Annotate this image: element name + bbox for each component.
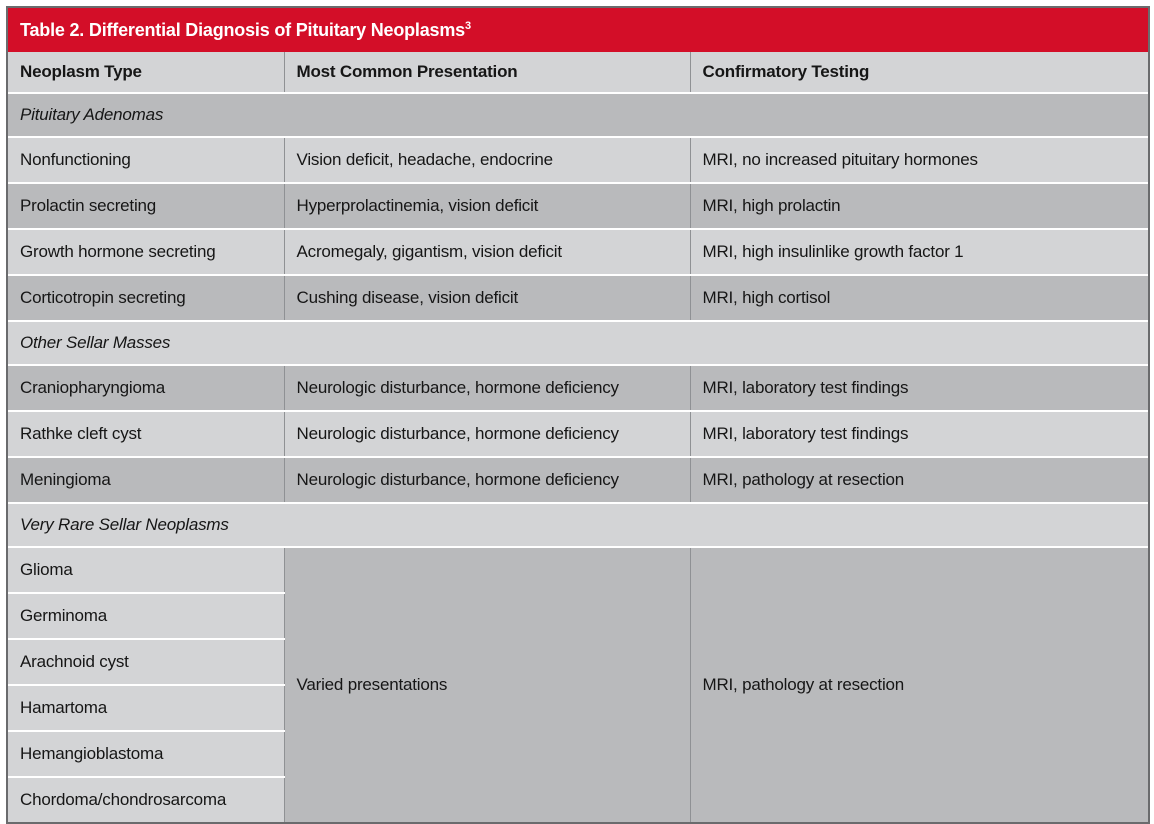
cell-neoplasm: Corticotropin secreting (8, 274, 284, 321)
cell-presentation: Hyperprolactinemia, vision deficit (283, 182, 690, 229)
table-row: Glioma Varied presentations MRI, patholo… (8, 546, 1148, 822)
table-title: Table 2. Differential Diagnosis of Pitui… (20, 20, 465, 40)
cell-neoplasm: Hamartoma (8, 684, 284, 731)
table-row: Hamartoma (8, 684, 1148, 731)
cell-presentation-merged: Varied presentations (283, 546, 690, 822)
section-label: Very Rare Sellar Neoplasms (8, 502, 1148, 547)
cell-testing: MRI, pathology at resection (689, 456, 1148, 503)
section-label: Pituitary Adenomas (8, 92, 1148, 137)
table-row: Craniopharyngioma Neurologic disturbance… (8, 364, 1148, 411)
cell-neoplasm: Craniopharyngioma (8, 364, 284, 411)
cell-testing: MRI, no increased pituitary hormones (689, 136, 1148, 183)
cell-neoplasm: Hemangioblastoma (8, 730, 284, 777)
table-title-citation: 3 (464, 20, 471, 32)
diagnosis-table: Neoplasm Type Most Common Presentation C… (8, 52, 1148, 822)
cell-presentation: Neurologic disturbance, hormone deficien… (283, 410, 690, 457)
section-row-pituitary-adenomas: Pituitary Adenomas (8, 92, 1148, 137)
column-header-testing: Confirmatory Testing (689, 52, 1148, 93)
cell-neoplasm: Prolactin secreting (8, 182, 284, 229)
table-row: Hemangioblastoma (8, 730, 1148, 777)
table-title-bar: Table 2. Differential Diagnosis of Pitui… (8, 8, 1148, 52)
cell-presentation: Neurologic disturbance, hormone deficien… (283, 456, 690, 503)
section-label: Other Sellar Masses (8, 320, 1148, 365)
table-row: Meningioma Neurologic disturbance, hormo… (8, 456, 1148, 503)
cell-neoplasm: Meningioma (8, 456, 284, 503)
cell-testing: MRI, laboratory test findings (689, 364, 1148, 411)
table-row: Germinoma (8, 592, 1148, 639)
cell-neoplasm: Arachnoid cyst (8, 638, 284, 685)
table-row: Rathke cleft cyst Neurologic disturbance… (8, 410, 1148, 457)
cell-testing-merged: MRI, pathology at resection (689, 546, 1148, 822)
cell-presentation: Vision deficit, headache, endocrine (283, 136, 690, 183)
cell-neoplasm: Growth hormone secreting (8, 228, 284, 275)
table-row: Arachnoid cyst (8, 638, 1148, 685)
cell-testing: MRI, high prolactin (689, 182, 1148, 229)
cell-neoplasm: Germinoma (8, 592, 284, 639)
cell-presentation: Neurologic disturbance, hormone deficien… (283, 364, 690, 411)
section-row-very-rare-sellar-neoplasms: Very Rare Sellar Neoplasms (8, 502, 1148, 547)
table-row: Nonfunctioning Vision deficit, headache,… (8, 136, 1148, 183)
cell-testing: MRI, laboratory test findings (689, 410, 1148, 457)
column-header-presentation: Most Common Presentation (283, 52, 690, 93)
table-row: Prolactin secreting Hyperprolactinemia, … (8, 182, 1148, 229)
cell-presentation: Acromegaly, gigantism, vision deficit (283, 228, 690, 275)
table-row: Growth hormone secreting Acromegaly, gig… (8, 228, 1148, 275)
cell-neoplasm: Rathke cleft cyst (8, 410, 284, 457)
differential-diagnosis-table: Table 2. Differential Diagnosis of Pitui… (6, 6, 1150, 824)
cell-neoplasm: Glioma (8, 546, 284, 593)
cell-testing: MRI, high cortisol (689, 274, 1148, 321)
cell-testing: MRI, high insulinlike growth factor 1 (689, 228, 1148, 275)
section-row-other-sellar-masses: Other Sellar Masses (8, 320, 1148, 365)
column-header-row: Neoplasm Type Most Common Presentation C… (8, 52, 1148, 93)
column-header-neoplasm-type: Neoplasm Type (8, 52, 284, 93)
cell-neoplasm: Nonfunctioning (8, 136, 284, 183)
table-row: Corticotropin secreting Cushing disease,… (8, 274, 1148, 321)
cell-presentation: Cushing disease, vision deficit (283, 274, 690, 321)
